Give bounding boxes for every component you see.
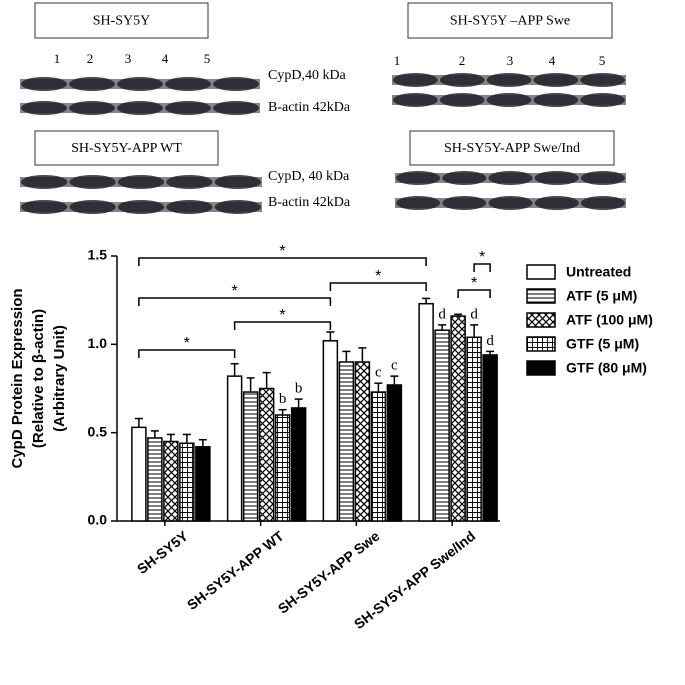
- x-tick-label: SH-SY5Y: [134, 527, 192, 577]
- legend-swatch: [526, 264, 556, 280]
- blot-strip: [395, 173, 626, 183]
- legend-swatch: [526, 360, 556, 376]
- legend-label: ATF (5 μM): [566, 288, 637, 304]
- significance-star: *: [479, 249, 485, 266]
- panel-box: [34, 130, 219, 166]
- lane-number: 3: [507, 53, 514, 68]
- bar: [354, 361, 371, 522]
- lane-number: 2: [87, 51, 94, 66]
- panel-title: SH-SY5Y-APP Swe/Ind: [444, 141, 580, 156]
- bar: [482, 354, 498, 522]
- significance-bracket: [138, 297, 332, 306]
- bar: [242, 391, 259, 522]
- panel-box: [409, 130, 615, 166]
- band-label: CypD,40 kDa: [268, 68, 347, 83]
- annotation: c: [375, 365, 382, 381]
- bar: [434, 329, 450, 522]
- bar: [226, 375, 243, 522]
- significance-star: *: [232, 283, 238, 300]
- blot-strip: [392, 95, 626, 105]
- bar: [290, 407, 307, 522]
- bar: [338, 361, 355, 522]
- blot-strip: [20, 202, 262, 212]
- bar: [450, 315, 466, 522]
- bar: [258, 387, 275, 522]
- bar: [466, 336, 482, 522]
- bar: [179, 442, 195, 522]
- lane-number: 4: [549, 53, 556, 68]
- blot-strip: [20, 177, 262, 187]
- panel-title: SH-SY5Y: [93, 14, 151, 29]
- bar: [163, 440, 179, 522]
- bar: [370, 391, 387, 522]
- legend-label: ATF (100 μM): [566, 312, 653, 328]
- y-tick-label: 1.5: [88, 247, 108, 263]
- x-tick-label: SH-SY5Y-APP WT: [184, 527, 287, 613]
- panel-box: [407, 2, 613, 39]
- chart: 0.0 0.5 1.0 1.5 CypD Protein Expression (Rela…: [9, 243, 653, 632]
- bar: [147, 437, 163, 522]
- y-axis-title: (Arbitrary Unit): [51, 325, 68, 432]
- y-tick-label: 0.5: [88, 423, 108, 439]
- blot-strip: [392, 75, 626, 85]
- lane-number: 1: [54, 51, 61, 66]
- significance-bracket: [457, 289, 491, 298]
- lane-number: 4: [162, 51, 169, 66]
- significance-bracket: [473, 263, 491, 272]
- legend-label: Untreated: [566, 264, 631, 280]
- lane-number: 5: [599, 53, 606, 68]
- annotation: b: [295, 381, 303, 397]
- significance-bracket: [329, 282, 427, 291]
- annotation: d: [486, 333, 494, 349]
- significance-star: *: [279, 243, 285, 260]
- band-label: CypD, 40 kDa: [268, 169, 350, 184]
- y-tick-label: 1.0: [88, 335, 108, 351]
- band-label: B-actin 42kDa: [268, 195, 351, 210]
- bar: [386, 384, 403, 522]
- blot-strip: [20, 79, 260, 89]
- significance-star: *: [184, 335, 190, 352]
- significance-bracket: [233, 321, 332, 330]
- x-tick-label: SH-SY5Y-APP Swe: [275, 528, 383, 617]
- blot-strip: [20, 103, 260, 113]
- significance-bracket: [138, 257, 427, 266]
- legend-label: GTF (5 μM): [566, 336, 639, 352]
- panel-box: [34, 2, 209, 39]
- annotation: b: [279, 391, 287, 407]
- panel-title: SH-SY5Y-APP WT: [71, 141, 182, 156]
- blot-strip: [395, 198, 626, 208]
- lane-number: 2: [459, 53, 466, 68]
- y-tick-label: 0.0: [88, 512, 108, 528]
- significance-bracket: [138, 349, 236, 358]
- legend-label: GTF (80 μM): [566, 360, 647, 376]
- bar: [322, 340, 339, 522]
- lane-number: 5: [204, 51, 211, 66]
- legend-swatch: [526, 312, 556, 328]
- y-axis-title: (Relative to β-actin): [30, 309, 47, 448]
- bar: [131, 426, 147, 522]
- bar: [418, 302, 434, 522]
- legend-swatch: [526, 288, 556, 304]
- significance-star: *: [375, 268, 381, 285]
- annotation: d: [438, 306, 446, 322]
- bar: [195, 446, 211, 522]
- significance-star: *: [471, 275, 477, 292]
- panel-title: SH-SY5Y –APP Swe: [450, 14, 570, 29]
- lane-number: 1: [394, 53, 401, 68]
- blot-panels: SH-SY5Y 1 2 3 4 5 CypD,40 kDa B-actin 42kDa SH-S…: [20, 2, 626, 214]
- lane-number: 3: [125, 51, 132, 66]
- legend-swatch: [526, 336, 556, 352]
- significance-star: *: [279, 307, 285, 324]
- band-label: B-actin 42kDa: [268, 100, 351, 115]
- annotation: c: [391, 358, 398, 374]
- bar: [274, 414, 291, 522]
- y-axis-title: CypD Protein Expression: [9, 288, 26, 468]
- annotation: d: [470, 306, 478, 322]
